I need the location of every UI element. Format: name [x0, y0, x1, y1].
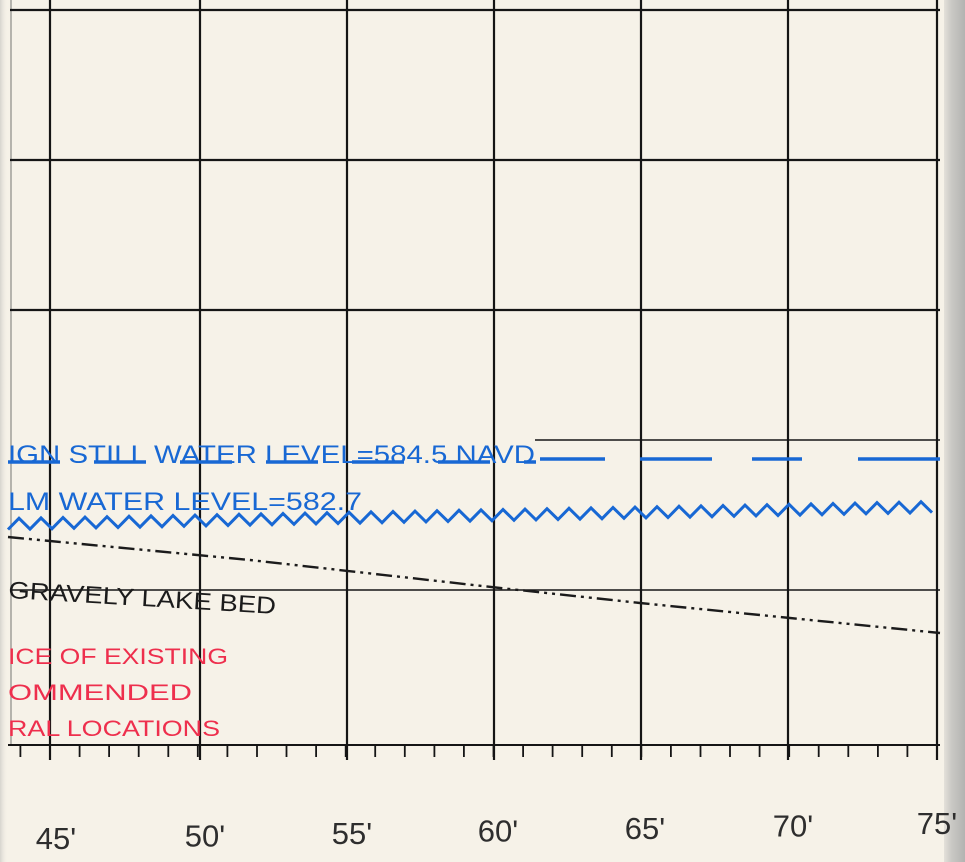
axis-label: 45': [36, 821, 76, 856]
calm-water-level-line: [6, 499, 934, 532]
axis-label: 55': [332, 816, 372, 851]
axis-label: 70': [773, 809, 813, 844]
distance-axis-labels: 45' 50' 55' 60' 65' 70' 75': [36, 806, 957, 856]
note-line-3: RAL LOCATIONS: [8, 716, 220, 741]
distance-axis-ticks: [19, 745, 938, 757]
grid: [10, 0, 940, 760]
right-edge-shadow: [944, 0, 965, 862]
design-water-level-label: IGN STILL WATER LEVEL=584.5 NAVD: [8, 441, 535, 469]
existing-lake-bed-line: [7, 535, 941, 635]
note-line-1: ICE OF EXISTING: [8, 644, 228, 669]
left-edge-shadow: [0, 0, 8, 862]
axis-label: 75': [917, 806, 957, 841]
axis-label: 60': [478, 814, 518, 849]
note-line-2: OMMENDED: [8, 680, 192, 705]
axis-label: 50': [185, 819, 225, 854]
axis-label: 65': [625, 811, 665, 846]
calm-water-level-label: LM WATER LEVEL=582.7: [8, 488, 362, 516]
